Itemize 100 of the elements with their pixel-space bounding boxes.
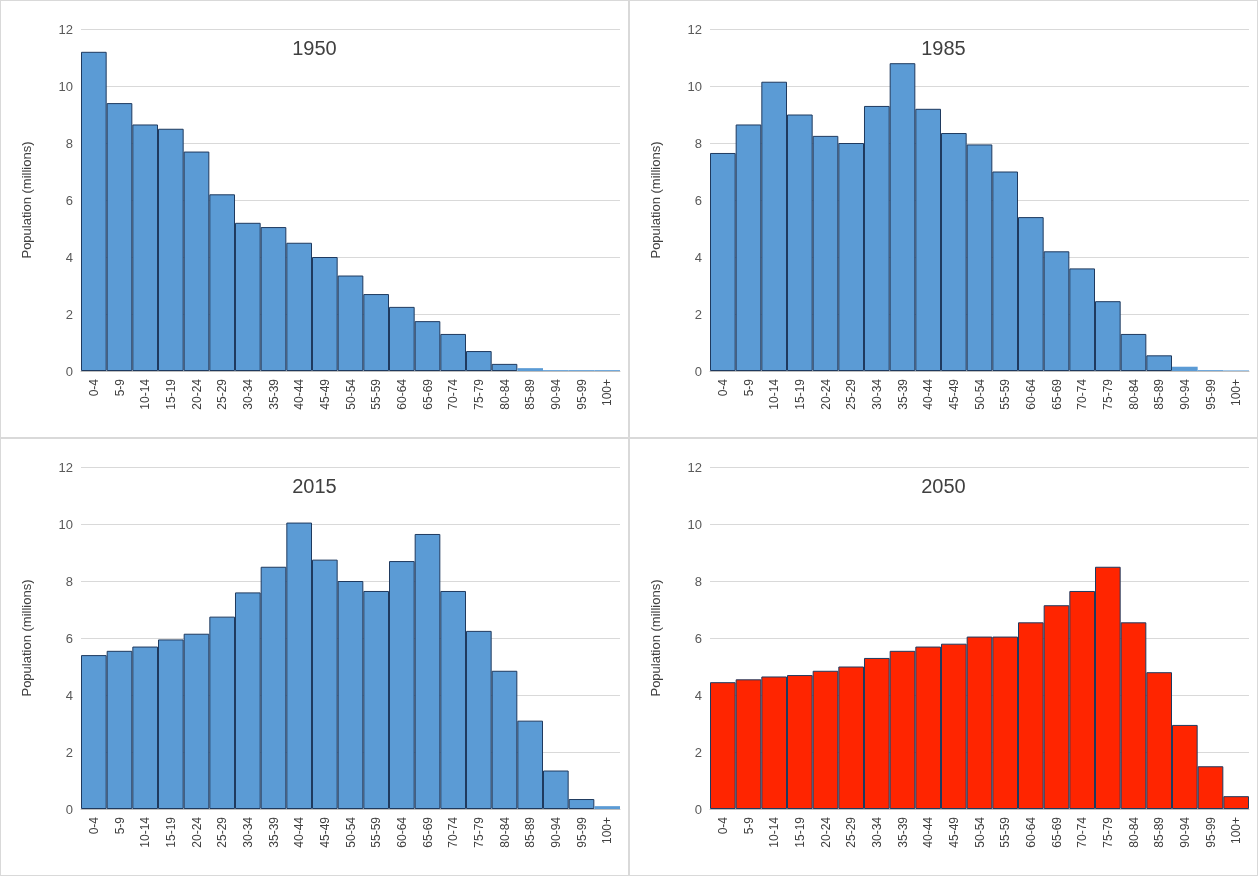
y-tick-label: 6 xyxy=(65,630,73,646)
x-tick-label: 15-19 xyxy=(792,816,807,848)
x-tick-label: 75-79 xyxy=(1100,816,1115,848)
y-axis-title: Population (millions) xyxy=(648,579,663,697)
x-tick-label: 50-54 xyxy=(343,378,358,410)
y-tick-label: 2 xyxy=(65,306,73,322)
x-tick-label: 55-59 xyxy=(998,816,1013,848)
chart-title: 2050 xyxy=(921,475,966,497)
x-tick-label: 40-44 xyxy=(292,816,307,848)
x-tick-label: 50-54 xyxy=(343,816,358,848)
x-tick-label: 65-69 xyxy=(1049,816,1064,848)
x-tick-label: 80-84 xyxy=(497,378,512,410)
y-tick-label: 10 xyxy=(687,78,702,94)
y-tick-label: 12 xyxy=(687,459,702,475)
x-tick-label: 70-74 xyxy=(446,378,461,410)
y-tick-label: 6 xyxy=(65,192,73,208)
x-tick-label: 35-39 xyxy=(895,378,910,410)
x-tick-label: 40-44 xyxy=(292,378,307,410)
x-tick-label: 50-54 xyxy=(972,816,987,848)
x-tick-label: 30-34 xyxy=(240,378,255,410)
x-tick-label: 0-4 xyxy=(715,816,730,835)
x-tick-label: 95-99 xyxy=(574,378,589,410)
x-tick-label: 90-94 xyxy=(548,378,563,410)
x-tick-label: 65-69 xyxy=(1049,378,1064,410)
x-tick-label: 100+ xyxy=(1229,817,1244,845)
x-tick-label: 15-19 xyxy=(792,378,807,410)
y-tick-label: 2 xyxy=(694,306,702,322)
x-tick-label: 90-94 xyxy=(1177,816,1192,848)
chart-title: 1985 xyxy=(921,37,966,59)
x-tick-label: 75-79 xyxy=(471,816,486,848)
x-tick-label: 40-44 xyxy=(921,816,936,848)
x-tick-label: 85-89 xyxy=(523,816,538,848)
x-tick-label: 80-84 xyxy=(1126,378,1141,410)
y-tick-label: 4 xyxy=(65,687,73,703)
x-tick-label: 20-24 xyxy=(189,378,204,410)
x-tick-label: 55-59 xyxy=(998,378,1013,410)
x-tick-label: 60-64 xyxy=(394,378,409,410)
x-tick-label: 10-14 xyxy=(138,816,153,848)
x-tick-label: 35-39 xyxy=(895,816,910,848)
y-tick-label: 8 xyxy=(694,135,702,151)
y-axis-title: Population (millions) xyxy=(19,579,34,697)
x-tick-label: 90-94 xyxy=(548,816,563,848)
x-tick-label: 5-9 xyxy=(741,816,756,835)
y-axis-title: Population (millions) xyxy=(19,141,34,259)
x-tick-label: 65-69 xyxy=(420,816,435,848)
x-tick-label: 85-89 xyxy=(1152,816,1167,848)
x-tick-label: 85-89 xyxy=(1152,378,1167,410)
x-tick-label: 80-84 xyxy=(497,816,512,848)
x-tick-label: 45-49 xyxy=(946,816,961,848)
x-tick-label: 30-34 xyxy=(869,378,884,410)
y-tick-label: 12 xyxy=(58,459,73,475)
x-tick-label: 60-64 xyxy=(1023,816,1038,848)
x-tick-label: 55-59 xyxy=(369,378,384,410)
y-tick-label: 6 xyxy=(694,630,702,646)
x-tick-label: 10-14 xyxy=(138,378,153,410)
x-tick-label: 45-49 xyxy=(946,378,961,410)
x-tick-label: 15-19 xyxy=(163,378,178,410)
x-tick-label: 50-54 xyxy=(972,378,987,410)
y-tick-label: 0 xyxy=(65,801,73,817)
y-tick-label: 0 xyxy=(694,363,702,379)
x-tick-label: 30-34 xyxy=(869,816,884,848)
y-tick-label: 4 xyxy=(694,687,702,703)
x-tick-label: 20-24 xyxy=(189,816,204,848)
x-tick-label: 100+ xyxy=(600,817,615,845)
y-tick-label: 2 xyxy=(65,744,73,760)
x-tick-label: 60-64 xyxy=(394,816,409,848)
y-tick-label: 4 xyxy=(65,249,73,265)
x-tick-label: 70-74 xyxy=(446,816,461,848)
x-tick-label: 25-29 xyxy=(215,378,230,410)
x-tick-label: 30-34 xyxy=(240,816,255,848)
y-tick-label: 2 xyxy=(694,744,702,760)
x-tick-label: 95-99 xyxy=(574,816,589,848)
x-tick-label: 5-9 xyxy=(112,378,127,397)
x-tick-label: 0-4 xyxy=(86,816,101,835)
x-tick-label: 5-9 xyxy=(741,378,756,397)
x-tick-label: 55-59 xyxy=(369,816,384,848)
x-tick-label: 20-24 xyxy=(818,378,833,410)
x-tick-label: 20-24 xyxy=(818,816,833,848)
x-tick-label: 95-99 xyxy=(1203,378,1218,410)
y-tick-label: 8 xyxy=(65,135,73,151)
x-tick-label: 10-14 xyxy=(767,378,782,410)
x-tick-label: 0-4 xyxy=(715,378,730,397)
chart-title: 1950 xyxy=(292,37,337,59)
y-tick-label: 10 xyxy=(58,78,73,94)
x-tick-label: 25-29 xyxy=(844,378,859,410)
y-tick-label: 8 xyxy=(65,573,73,589)
x-tick-label: 60-64 xyxy=(1023,378,1038,410)
x-tick-label: 65-69 xyxy=(420,378,435,410)
y-tick-label: 10 xyxy=(687,516,702,532)
y-tick-label: 10 xyxy=(58,516,73,532)
x-tick-label: 5-9 xyxy=(112,816,127,835)
y-tick-label: 12 xyxy=(687,21,702,37)
x-tick-label: 15-19 xyxy=(163,816,178,848)
x-tick-label: 10-14 xyxy=(767,816,782,848)
chart-title: 2015 xyxy=(292,475,337,497)
y-tick-label: 0 xyxy=(694,801,702,817)
x-tick-label: 70-74 xyxy=(1075,816,1090,848)
x-tick-label: 100+ xyxy=(600,379,615,407)
x-tick-label: 70-74 xyxy=(1075,378,1090,410)
x-tick-label: 75-79 xyxy=(1100,378,1115,410)
